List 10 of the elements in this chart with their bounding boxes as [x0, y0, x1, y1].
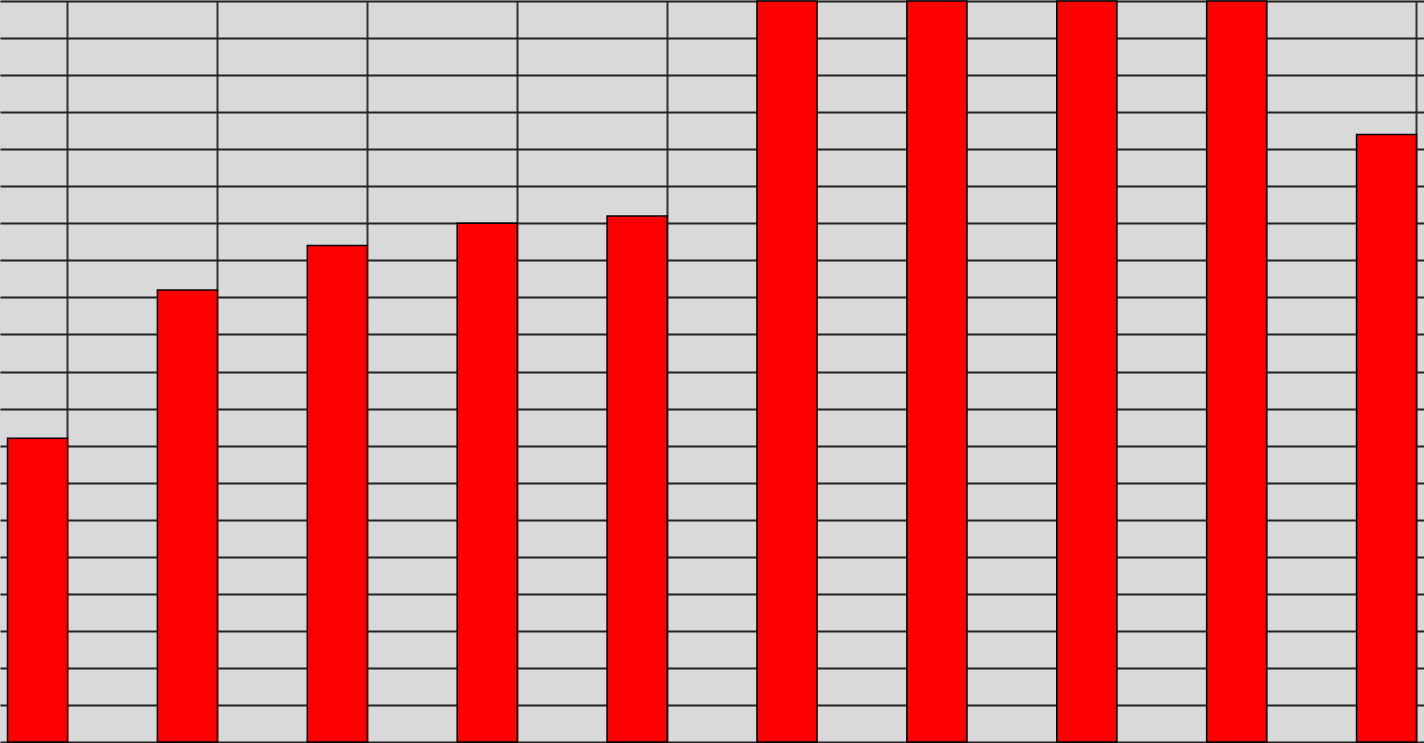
bar: [606, 215, 668, 743]
bar: [756, 0, 818, 743]
bar: [6, 437, 69, 743]
bar: [906, 0, 968, 743]
bar: [156, 289, 219, 743]
bar: [1056, 0, 1118, 743]
bar: [456, 222, 518, 743]
bar: [1205, 0, 1268, 743]
bar: [1355, 133, 1418, 743]
bar: [306, 244, 368, 743]
